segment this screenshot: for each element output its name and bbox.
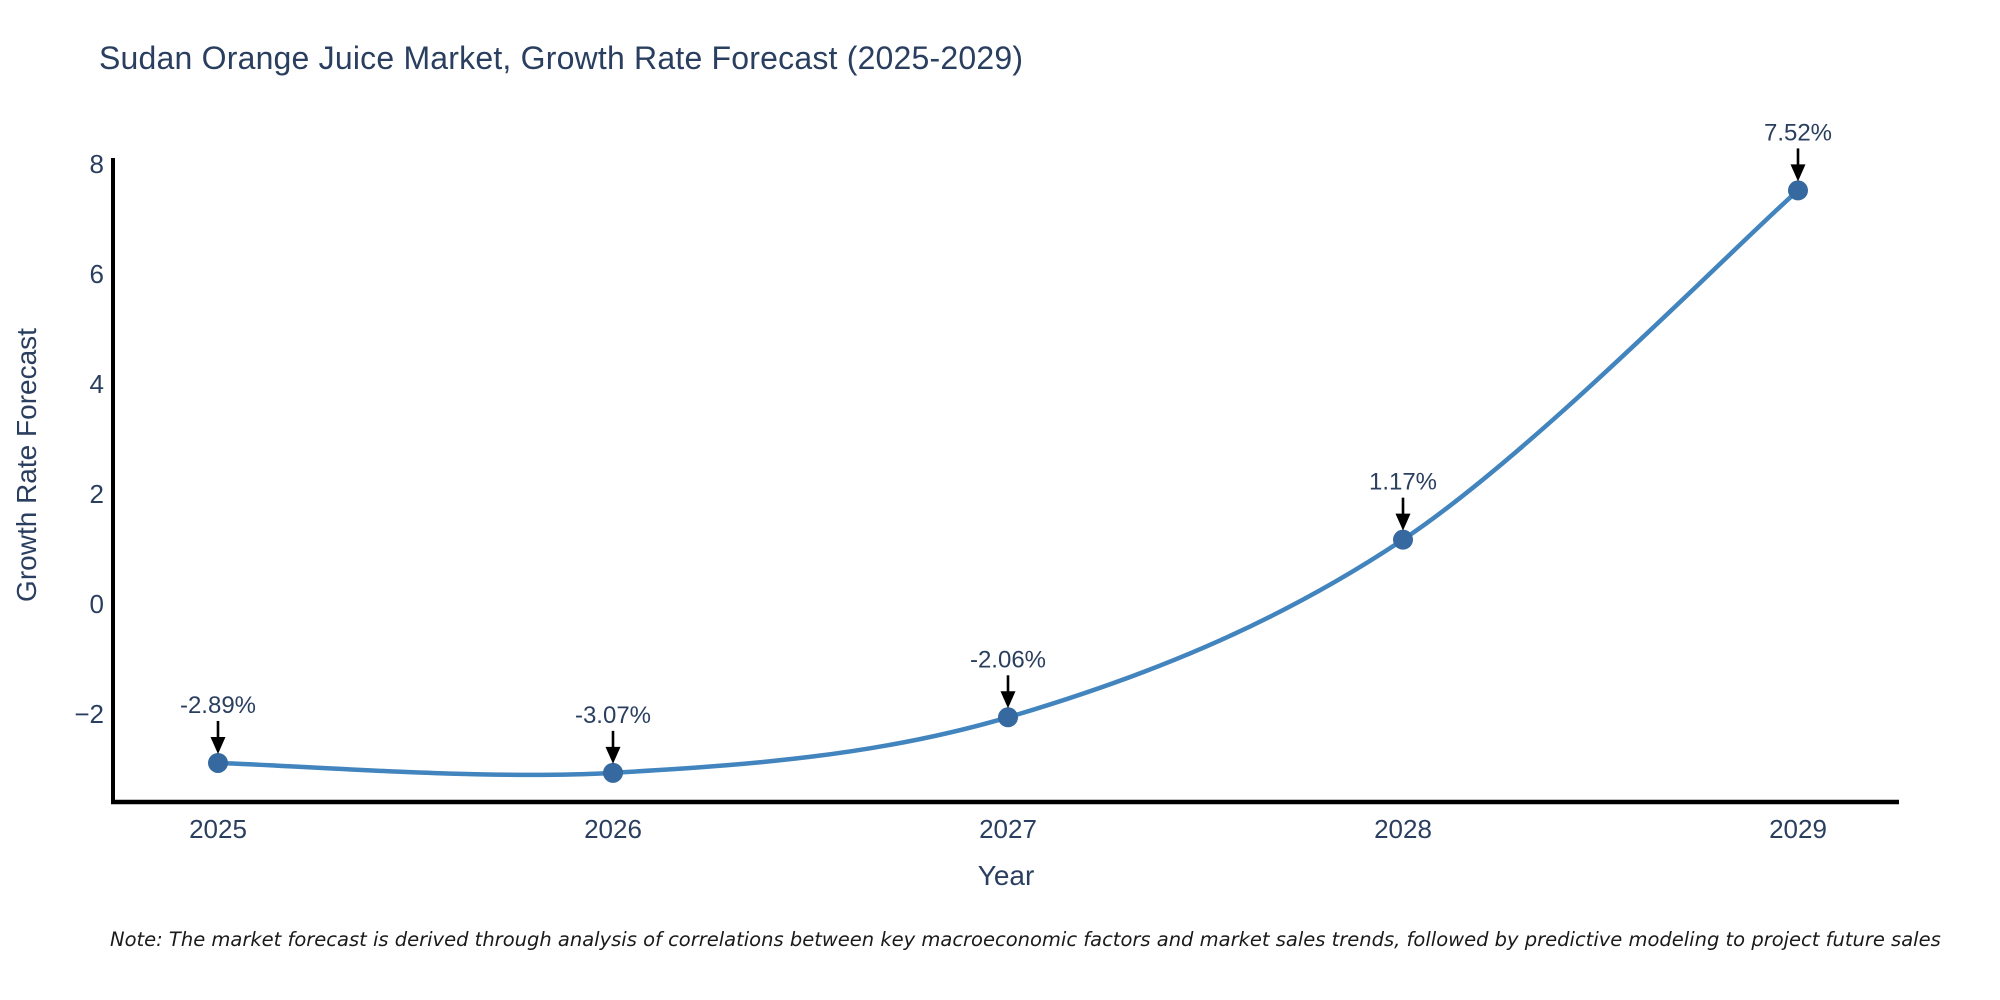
annotation-label: 7.52% [1764,119,1832,146]
x-tick-label: 2026 [584,814,642,844]
data-point-marker [603,762,623,783]
x-tick-label: 2028 [1374,814,1432,844]
annotation-label: 1.17% [1369,469,1437,496]
annotation-arrowhead [1395,513,1411,531]
trend-line [215,188,1801,778]
annotation-arrowhead [1000,691,1016,709]
x-tick-label: 2029 [1769,814,1827,844]
annotation-label: -2.06% [970,646,1046,673]
annotation-label: -3.07% [575,702,651,729]
annotation-arrowhead [605,746,621,764]
annotation-arrowhead [210,736,226,754]
x-tick-label: 2027 [979,814,1037,844]
y-tick-label: 4 [90,369,104,399]
x-tick-label: 2025 [189,814,247,844]
annotation-arrowhead [1790,164,1806,182]
data-point-marker [1788,180,1808,201]
data-point-marker [1393,529,1413,550]
data-point-marker [208,752,228,773]
y-tick-label: −2 [74,699,104,729]
annotation-label: -2.89% [180,692,256,719]
y-tick-label: 2 [90,479,104,509]
footnote: Note: The market forecast is derived thr… [110,928,1941,951]
y-tick-label: 0 [90,589,104,619]
chart-title: Sudan Orange Juice Market, Growth Rate F… [99,40,1024,76]
data-point-marker [998,707,1018,728]
y-tick-label: 8 [90,149,104,179]
x-axis-title: Year [977,860,1035,891]
y-tick-label: 6 [90,259,104,289]
